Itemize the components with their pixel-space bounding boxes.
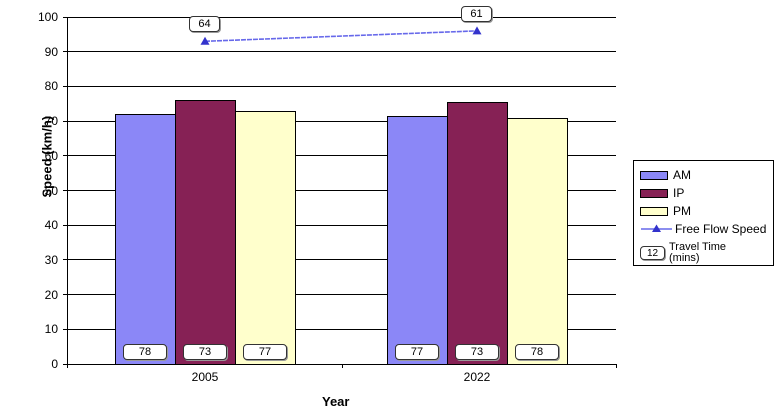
- gridline: [67, 363, 616, 365]
- y-axis-tick: [63, 363, 67, 365]
- y-axis-tick-label: 10: [44, 322, 58, 337]
- x-axis-title: Year: [322, 394, 350, 409]
- y-axis-tick: [63, 328, 67, 330]
- ip-swatch-icon: [640, 188, 668, 198]
- bar-ip-2005: [175, 100, 236, 365]
- gridline: [67, 259, 616, 261]
- legend-label-free-flow-speed: Free Flow Speed: [675, 222, 767, 236]
- gridline: [67, 328, 616, 330]
- x-axis-tick: [616, 364, 617, 368]
- x-axis-category-label: 2005: [191, 370, 219, 384]
- x-axis-tick: [67, 364, 68, 368]
- free-flow-marker-icon: [200, 36, 210, 45]
- gridline: [67, 190, 616, 191]
- travel-time-label: 77: [243, 344, 287, 360]
- y-axis-line: [67, 17, 68, 364]
- gridline: [67, 51, 616, 53]
- gridline: [67, 155, 616, 157]
- bar-pm-2022: [507, 117, 568, 365]
- travel-time-label-line2: (mins): [669, 252, 700, 264]
- legend-item-ip: IP: [640, 184, 769, 202]
- legend-item-pm: PM: [640, 202, 769, 220]
- y-axis-tick-label: 30: [44, 252, 58, 267]
- travel-time-label-free-flow: 61: [461, 5, 492, 22]
- travel-time-label: 77: [395, 344, 439, 360]
- x-axis-category-label: 2022: [463, 370, 491, 384]
- y-axis-tick-label: 20: [44, 287, 58, 302]
- legend-item-travel-time: 12 Travel Time (mins): [640, 242, 769, 264]
- y-axis-tick-label: 100: [37, 10, 58, 24]
- travel-time-label: 78: [123, 344, 167, 360]
- y-axis-tick: [63, 224, 67, 226]
- y-axis-tick: [63, 155, 67, 157]
- legend-label-am: AM: [673, 168, 691, 182]
- legend-item-free-flow-speed: Free Flow Speed: [640, 220, 769, 238]
- y-axis-tick-label: 80: [44, 79, 58, 94]
- bar-pm-2005: [235, 110, 296, 365]
- travel-time-label-line1: Travel Time: [669, 241, 727, 253]
- y-axis-tick-label: 90: [44, 44, 58, 59]
- travel-time-box-icon: 12: [640, 246, 665, 260]
- gridline: [67, 85, 616, 87]
- y-axis-tick-label: 70: [44, 114, 58, 129]
- y-axis-tick: [63, 259, 67, 261]
- y-axis-tick-label: 0: [51, 357, 58, 371]
- legend-label-travel-time: Travel Time (mins): [669, 242, 726, 264]
- y-axis-tick: [63, 16, 67, 18]
- gridline: [67, 120, 616, 122]
- gridline: [67, 294, 616, 296]
- pm-swatch-icon: [640, 206, 668, 216]
- bar-am-2005: [115, 114, 176, 365]
- y-axis-tick-label: 50: [44, 183, 58, 198]
- free-flow-marker-icon: [472, 26, 482, 35]
- y-axis-tick: [63, 51, 67, 53]
- y-axis-tick: [63, 120, 67, 122]
- am-swatch-icon: [640, 170, 668, 180]
- travel-time-label: 73: [183, 344, 227, 360]
- y-axis-tick: [63, 190, 67, 191]
- legend-item-am: AM: [640, 166, 769, 184]
- gridline: [67, 16, 616, 18]
- travel-time-label-free-flow: 64: [189, 16, 220, 33]
- legend-label-ip: IP: [673, 186, 685, 200]
- line-marker-icon: [641, 224, 672, 232]
- y-axis-tick-label: 60: [44, 148, 58, 163]
- y-axis-tick-label: 40: [44, 218, 58, 233]
- travel-time-label: 73: [455, 344, 499, 360]
- x-axis-tick: [342, 364, 343, 368]
- legend-label-pm: PM: [673, 204, 691, 218]
- bar-am-2022: [387, 115, 448, 365]
- gridline: [67, 224, 616, 226]
- y-axis-tick: [63, 85, 67, 87]
- y-axis-tick: [63, 294, 67, 296]
- travel-time-label: 78: [515, 344, 559, 360]
- legend: AM IP PM Free Flow Speed 12 Travel Time …: [633, 160, 774, 266]
- bar-ip-2022: [447, 102, 508, 365]
